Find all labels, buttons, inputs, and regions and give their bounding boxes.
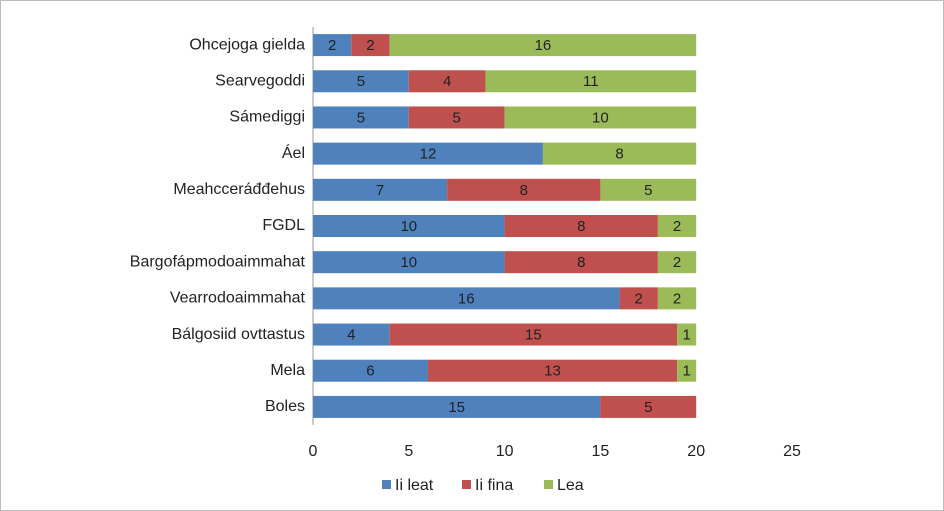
data-label: 2 [328, 37, 336, 54]
data-label: 5 [357, 109, 365, 126]
bar-segment [313, 34, 352, 57]
legend-label: Ii leat [395, 477, 434, 494]
bar-segment [313, 251, 505, 274]
y-tick-label: Ohcejoga gielda [189, 36, 305, 53]
bar-segment [657, 287, 697, 310]
bar-segment [313, 142, 543, 165]
bar-segment [313, 287, 620, 310]
legend-swatch [382, 480, 391, 489]
bar-segment [408, 106, 505, 129]
x-tick-label: 15 [592, 443, 610, 460]
data-label: 5 [644, 399, 652, 416]
y-tick-label: FGDL [262, 217, 305, 234]
data-label: 4 [443, 73, 451, 90]
data-label: 10 [400, 254, 417, 271]
data-label: 13 [544, 363, 561, 380]
bar-segment [351, 34, 390, 57]
bar-segment [504, 106, 697, 129]
x-tick-label: 25 [783, 443, 801, 460]
data-label: 1 [682, 327, 690, 344]
y-tick-label: Bálgosiid ovttastus [172, 326, 305, 343]
data-label: 7 [376, 182, 384, 199]
legend-swatch [462, 480, 471, 489]
data-label: 8 [577, 254, 585, 271]
data-label: 8 [615, 146, 623, 163]
bar-segment [447, 178, 601, 201]
data-label: 16 [458, 290, 475, 307]
bar-segment [677, 359, 697, 382]
y-tick-label: Mela [270, 362, 305, 379]
data-label: 10 [592, 109, 609, 126]
y-tick-label: Boles [265, 398, 305, 415]
bar-segment [485, 70, 697, 93]
data-label: 10 [400, 218, 417, 235]
legend-swatch [544, 480, 553, 489]
bar-segment [677, 323, 697, 346]
x-tick-label: 0 [309, 443, 318, 460]
y-tick-label: Sámediggi [229, 109, 305, 126]
bar-segment [313, 359, 428, 382]
data-label: 2 [366, 37, 374, 54]
y-tick-label: Vearrodoaimmahat [170, 290, 306, 307]
data-label: 8 [520, 182, 528, 199]
legend-label: Lea [557, 477, 584, 494]
data-label: 15 [525, 327, 542, 344]
bar-segment [600, 395, 697, 418]
bar-segment [313, 395, 601, 418]
data-label: 5 [357, 73, 365, 90]
bar-segment [408, 70, 486, 93]
bar-segment [657, 215, 697, 237]
data-label: 16 [535, 37, 552, 54]
bar-segment [313, 106, 409, 129]
y-tick-label: Searvegoddi [215, 72, 305, 89]
data-label: 15 [448, 399, 465, 416]
x-tick-label: 20 [687, 443, 705, 460]
bar-segment [389, 323, 678, 346]
bar-segment [619, 287, 658, 310]
bar-segment [657, 251, 697, 274]
y-tick-label: Áel [282, 143, 305, 162]
bar-segment [504, 215, 658, 237]
data-label: 5 [644, 182, 652, 199]
data-label: 5 [453, 109, 461, 126]
bar-segment [504, 251, 658, 274]
bar-segment [427, 359, 678, 382]
data-label: 4 [347, 327, 355, 344]
data-label: 1 [682, 363, 690, 380]
x-tick-label: 5 [404, 443, 413, 460]
data-label: 12 [420, 146, 437, 163]
bar-segment [542, 142, 697, 165]
legend-label: Ii fina [475, 477, 513, 494]
data-label: 8 [577, 218, 585, 235]
bar-segment [313, 70, 409, 93]
data-label: 2 [635, 290, 643, 307]
data-label: 2 [673, 290, 681, 307]
y-tick-label: Meahcceráđđehus [173, 181, 305, 198]
bar-segment [600, 178, 697, 201]
data-label: 2 [673, 254, 681, 271]
bar-segment [389, 34, 697, 57]
x-tick-label: 10 [496, 443, 514, 460]
bar-segment [313, 323, 390, 346]
data-label: 6 [366, 363, 374, 380]
data-label: 2 [673, 218, 681, 235]
data-label: 11 [583, 73, 599, 90]
y-tick-label: Bargofápmodoaimmahat [130, 253, 306, 270]
bar-segment [313, 215, 505, 237]
bar-segment [313, 178, 448, 201]
